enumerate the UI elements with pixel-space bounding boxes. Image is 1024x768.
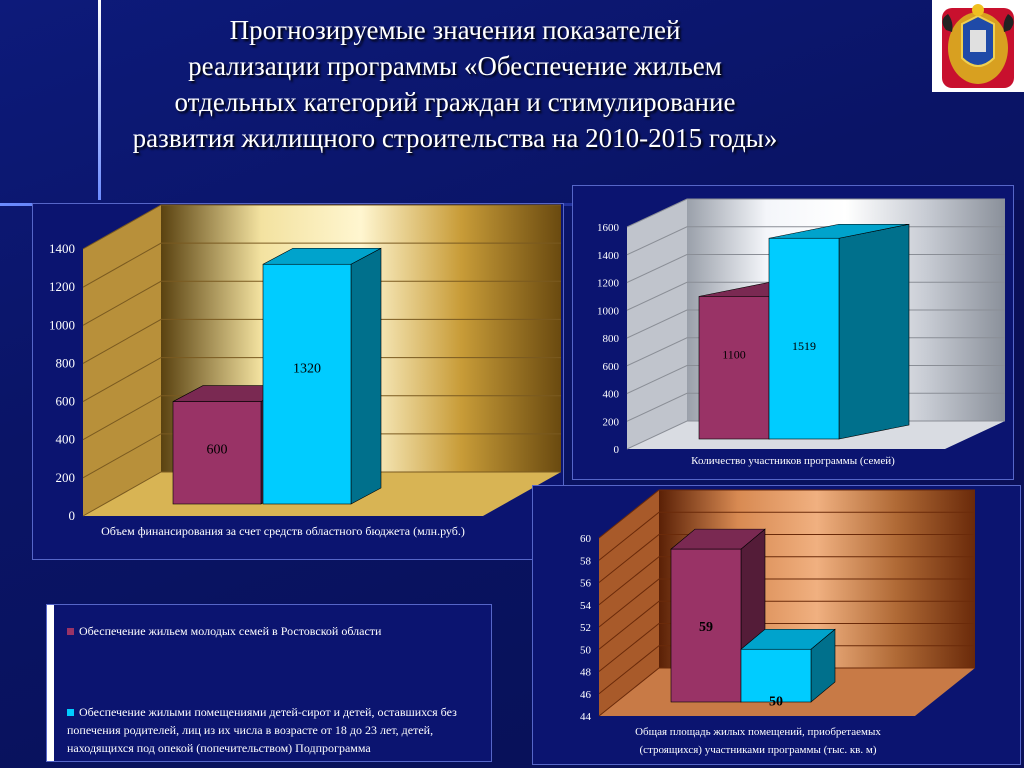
- chart-participants-xlabel: Количество участников программы (семей): [691, 455, 895, 467]
- chart1-bar-2: [262, 263, 352, 505]
- chart2-tick-label: 1200: [597, 278, 620, 290]
- chart1-side-wall: [83, 205, 161, 516]
- chart3-bar-2: [740, 648, 812, 703]
- chart1-gridline: [82, 242, 561, 288]
- chart3-gridline: [598, 556, 975, 606]
- decor-vertical-line: [98, 0, 101, 200]
- chart3-tick-label: 54: [580, 600, 592, 612]
- chart3-tick-label: 48: [580, 667, 592, 679]
- legend-swatch-2: [67, 708, 74, 716]
- chart1-gridline: [82, 357, 561, 403]
- chart3-gridline: [598, 623, 975, 672]
- chart1-tick-label: 1000: [49, 317, 75, 332]
- chart3-value-label-1: 59: [699, 620, 713, 635]
- chart1-value-label-1: 600: [207, 443, 228, 458]
- chart1-tick-label: 600: [56, 394, 76, 409]
- chart1-bar-1: [172, 401, 262, 505]
- title-line-2: реализации программы «Обеспечение жильем: [188, 51, 722, 81]
- chart1-gridline: [82, 318, 561, 364]
- chart3-tick-label: 46: [580, 689, 592, 701]
- chart-funding-panel: 0 200 400 600 800 1000 1200 1400 600 1320 Объем ф…: [32, 203, 564, 560]
- chart-area: 44 46 48 50 52 54 56 58 60 59 50: [580, 489, 975, 723]
- chart1-tick-label: 800: [56, 355, 76, 370]
- chart-area-panel: 44 46 48 50 52 54 56 58 60 59 50 Общая площадь жил…: [532, 485, 1021, 765]
- chart-area-xlabel: Общая площадь жилых помещений, приобрета…: [635, 726, 881, 756]
- legend-item-2: Обеспечение жилыми помещениями детей-сир…: [67, 703, 487, 757]
- chart-participants: 0 200 400 600 800 1000 1200 1400 1600 1100 1519: [597, 198, 1005, 456]
- chart1-gridline: [82, 280, 561, 326]
- chart2-tick-label: 200: [603, 416, 620, 428]
- chart3-gridline: [598, 578, 975, 628]
- chart2-value-label-1: 1100: [722, 347, 746, 361]
- chart3-tick-label: 44: [580, 711, 592, 723]
- chart2-tick-label: 800: [603, 333, 620, 345]
- chart1-gridline: [82, 471, 561, 517]
- chart1-value-label-2: 1320: [293, 361, 321, 376]
- chart2-tick-label: 1600: [597, 222, 620, 234]
- legend-item-1: Обеспечение жильем молодых семей в Росто…: [67, 622, 487, 640]
- legend-swatch-1: [67, 627, 74, 635]
- chart2-bar-1: [698, 296, 770, 440]
- chart2-bar-2-side: [838, 223, 910, 440]
- chart-funding: 0 200 400 600 800 1000 1200 1400 600 1320: [49, 204, 561, 523]
- chart3-gridline: [598, 489, 975, 539]
- legend-accent-bar: [47, 605, 54, 761]
- chart1-tick-label: 400: [56, 432, 76, 447]
- chart3-gridline: [598, 534, 975, 583]
- chart2-tick-label: 1400: [597, 250, 620, 262]
- chart2-value-label-2: 1519: [792, 339, 816, 353]
- chart2-bar-2: [768, 237, 840, 440]
- chart1-tick-label: 1400: [49, 241, 75, 256]
- chart3-gridline: [598, 667, 975, 717]
- chart1-tick-label: 200: [56, 470, 76, 485]
- chart1-gridline: [82, 204, 561, 250]
- title-line-1: Прогнозируемые значения показателей: [229, 15, 681, 45]
- title-line-4: развития жилищного строительства на 2010…: [132, 123, 778, 153]
- chart3-tick-label: 58: [580, 555, 592, 567]
- legend-label-1: Обеспечение жильем молодых семей в Росто…: [79, 624, 382, 638]
- chart2-tick-label: 1000: [597, 305, 620, 317]
- title-line-3: отдельных категорий граждан и стимулиров…: [174, 87, 736, 117]
- chart3-value-label-2: 50: [769, 694, 783, 709]
- chart2-gridline: [626, 198, 1005, 228]
- chart1-tick-label: 0: [69, 508, 76, 523]
- legend: Обеспечение жильем молодых семей в Росто…: [46, 604, 492, 762]
- chart1-gridline: [82, 395, 561, 441]
- chart1-tick-label: 1200: [49, 279, 75, 294]
- coat-of-arms-icon: [932, 0, 1024, 92]
- chart3-gridline: [598, 600, 975, 650]
- legend-label-2: Обеспечение жилыми помещениями детей-сир…: [67, 705, 457, 755]
- chart2-tick-label: 0: [614, 444, 620, 456]
- chart3-gridline: [598, 645, 975, 695]
- chart3-tick-label: 56: [580, 578, 592, 590]
- chart3-gridline: [598, 511, 975, 561]
- chart2-tick-label: 400: [603, 389, 620, 401]
- chart2-tick-label: 600: [603, 361, 620, 373]
- chart3-tick-label: 60: [580, 533, 592, 545]
- slide-title: Прогнозируемые значения показателей реал…: [40, 12, 870, 156]
- chart1-gridline: [82, 433, 561, 479]
- chart3-bar-1: [670, 548, 742, 703]
- chart3-tick-label: 52: [580, 622, 591, 634]
- chart3-tick-label: 50: [580, 644, 592, 656]
- chart1-bar-2-side: [350, 247, 382, 505]
- chart-participants-panel: 0 200 400 600 800 1000 1200 1400 1600 1100 1519 Ко…: [572, 185, 1014, 480]
- chart-funding-xlabel: Объем финансирования за счет средств обл…: [101, 524, 465, 538]
